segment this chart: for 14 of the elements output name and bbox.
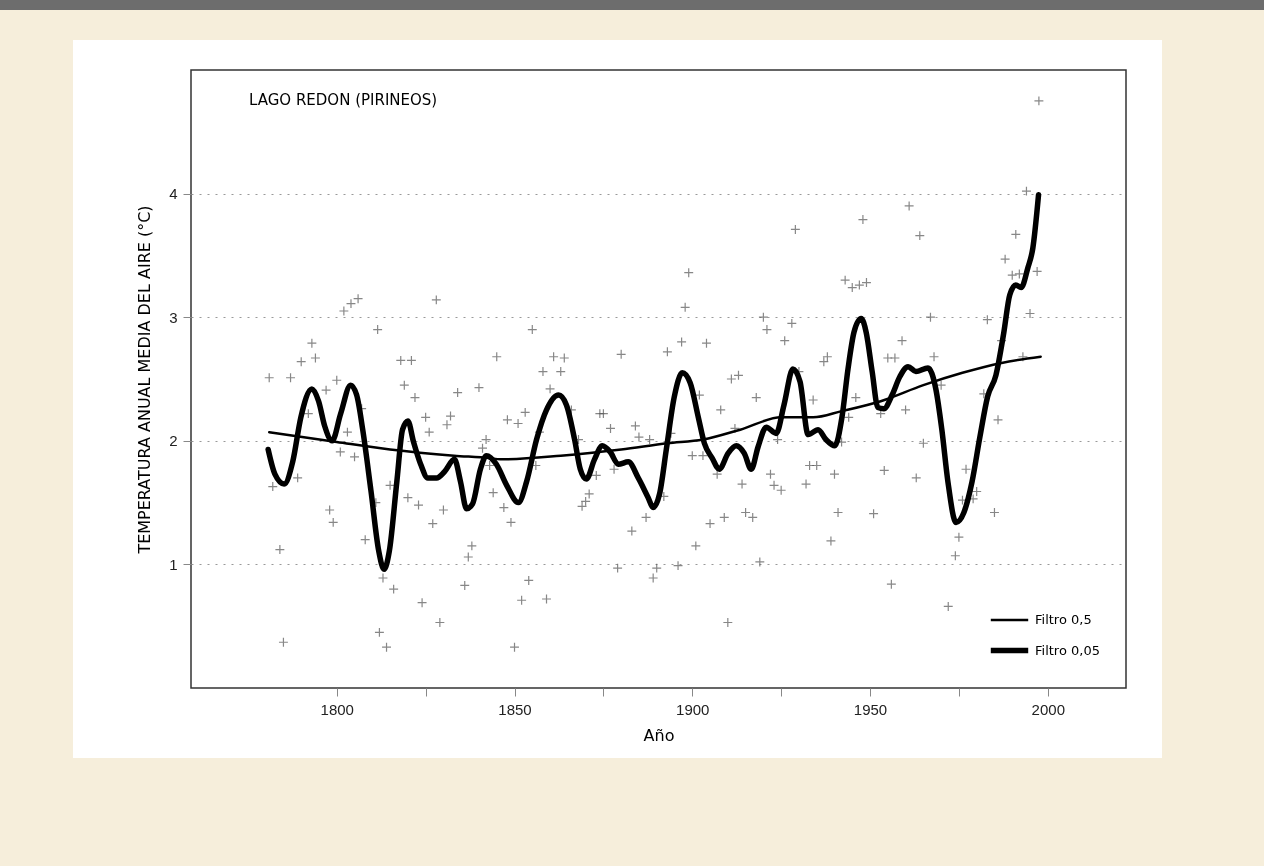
x-tick-label: 2000 [1031,700,1065,718]
x-tick-label: 1850 [498,700,532,718]
x-tick-label: 1900 [676,700,710,718]
text: LAGO REDON (PIRINEOS) [249,91,438,109]
x-axis-title: Año [643,725,675,745]
legend-label: Filtro 0,5 [1035,612,1092,627]
y-tick-label: 3 [169,308,178,326]
y-tick-label: 4 [169,185,178,203]
legend-label: Filtro 0,05 [1035,642,1100,658]
y-axis-title: TEMPERATURA ANUAL MEDIA DEL AIRE (°C) [135,205,155,555]
x-tick-label: 1800 [320,700,354,718]
x-tick-label: 1950 [853,700,888,718]
y-tick-label: 2 [169,432,178,450]
y-tick-label: 1 [169,555,178,573]
